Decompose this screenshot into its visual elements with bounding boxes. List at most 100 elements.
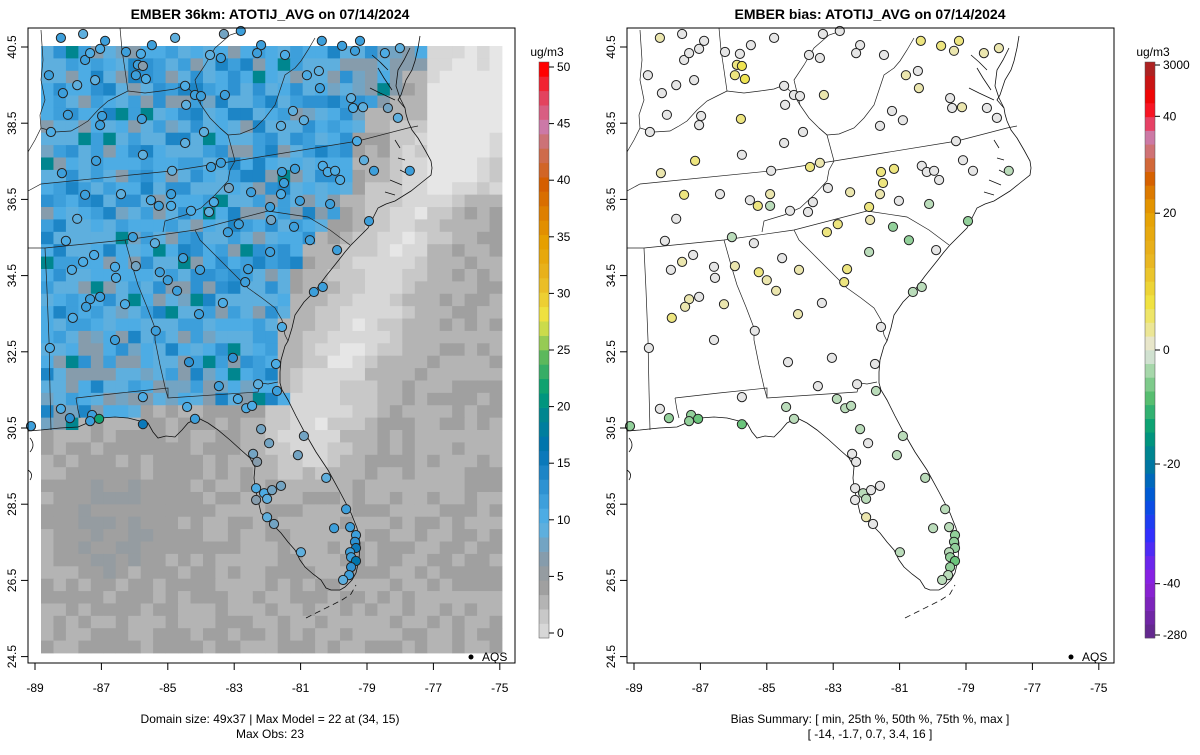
- grid-cell: [202, 306, 216, 319]
- grid-cell: [302, 343, 316, 357]
- grid-cell: [327, 578, 341, 592]
- grid-cell: [389, 640, 403, 654]
- grid-cell: [377, 120, 391, 134]
- grid-cell: [352, 169, 366, 183]
- grid-cell: [389, 430, 403, 443]
- grid-cell: [153, 157, 166, 171]
- grid-cell: [414, 417, 428, 431]
- grid-cell: [489, 541, 503, 555]
- grid-cell: [327, 380, 341, 394]
- grid-cell: [115, 169, 129, 183]
- obs-station-point: [404, 165, 415, 176]
- grid-cell: [277, 504, 291, 518]
- grid-cell: [215, 405, 229, 419]
- grid-cell: [452, 566, 466, 580]
- bias-station-point: [897, 115, 909, 126]
- grid-cell: [439, 442, 453, 456]
- grid-cell: [190, 504, 204, 518]
- grid-cell: [427, 231, 441, 245]
- bias-station-point: [822, 182, 834, 194]
- grid-cell: [489, 343, 503, 357]
- grid-cell: [178, 368, 191, 381]
- grid-cell: [140, 207, 154, 220]
- grid-cell: [178, 293, 191, 307]
- bias-station-point: [680, 301, 691, 312]
- grid-cell: [427, 268, 441, 282]
- grid-cell: [103, 566, 117, 580]
- grid-cell: [439, 132, 453, 146]
- grid-cell: [439, 58, 453, 72]
- grid-cell: [477, 231, 490, 245]
- grid-cell: [165, 454, 179, 468]
- colorbar-bin: [1145, 240, 1155, 255]
- grid-cell: [165, 368, 179, 381]
- grid-cell: [153, 442, 166, 456]
- grid-cell: [389, 219, 403, 233]
- colorbar-bin: [539, 479, 549, 495]
- grid-cell: [227, 132, 241, 146]
- colorbar-bin: [539, 335, 549, 351]
- colorbar-bin: [539, 393, 549, 408]
- obs-station-point: [265, 246, 276, 258]
- obs-station-point: [270, 358, 282, 370]
- obs-station-point: [394, 43, 405, 54]
- bias-station-point: [891, 450, 903, 461]
- grid-cell: [252, 169, 266, 183]
- bias-station-point: [788, 413, 800, 424]
- grid-cell: [327, 529, 341, 542]
- grid-cell: [327, 330, 341, 344]
- grid-cell: [153, 83, 166, 96]
- right-legend-label: AQS: [1082, 650, 1107, 664]
- grid-cell: [252, 516, 266, 530]
- grid-cell: [153, 417, 166, 431]
- obs-station-point: [308, 286, 319, 298]
- colorbar-bin: [539, 263, 549, 279]
- grid-cell: [439, 392, 453, 406]
- grid-cell: [315, 244, 328, 257]
- grid-cell: [327, 293, 341, 307]
- grid-cell: [290, 281, 304, 295]
- grid-cell: [227, 529, 241, 542]
- grid-cell: [65, 330, 79, 344]
- grid-cell: [103, 591, 117, 604]
- grid-cell: [90, 330, 104, 344]
- grid-cell: [315, 293, 328, 307]
- grid-cell: [352, 281, 366, 295]
- grid-cell: [414, 207, 428, 220]
- grid-cell: [452, 479, 466, 493]
- x-tick-label: -77: [1024, 681, 1042, 695]
- colorbar-bin: [539, 522, 549, 538]
- grid-cell: [327, 491, 341, 505]
- grid-cell: [452, 219, 466, 233]
- grid-cell: [377, 615, 391, 629]
- grid-cell: [377, 454, 391, 468]
- grid-cell: [78, 541, 92, 555]
- grid-cell: [389, 529, 403, 542]
- grid-cell: [477, 293, 490, 307]
- grid-cell: [452, 46, 466, 59]
- grid-cell: [65, 244, 79, 257]
- grid-cell: [489, 591, 503, 604]
- grid-cell: [464, 491, 478, 505]
- grid-cell: [464, 219, 478, 233]
- grid-cell: [464, 442, 478, 456]
- grid-cell: [402, 95, 416, 109]
- grid-cell: [340, 306, 353, 319]
- obs-station-point: [349, 45, 361, 56]
- colorbar-bin: [1145, 624, 1155, 639]
- grid-cell: [140, 615, 154, 629]
- grid-cell: [414, 603, 428, 617]
- grid-cell: [65, 566, 79, 580]
- grid-cell: [414, 95, 428, 109]
- grid-cell: [190, 46, 204, 59]
- grid-cell: [427, 603, 441, 617]
- grid-cell: [53, 157, 67, 171]
- colorbar-bin: [539, 105, 549, 120]
- grid-cell: [452, 578, 466, 592]
- grid-cell: [364, 516, 378, 530]
- grid-cell: [165, 145, 179, 158]
- obs-station-point: [330, 165, 341, 176]
- grid-cell: [202, 70, 216, 84]
- grid-cell: [290, 417, 304, 431]
- bias-station-point: [694, 120, 705, 131]
